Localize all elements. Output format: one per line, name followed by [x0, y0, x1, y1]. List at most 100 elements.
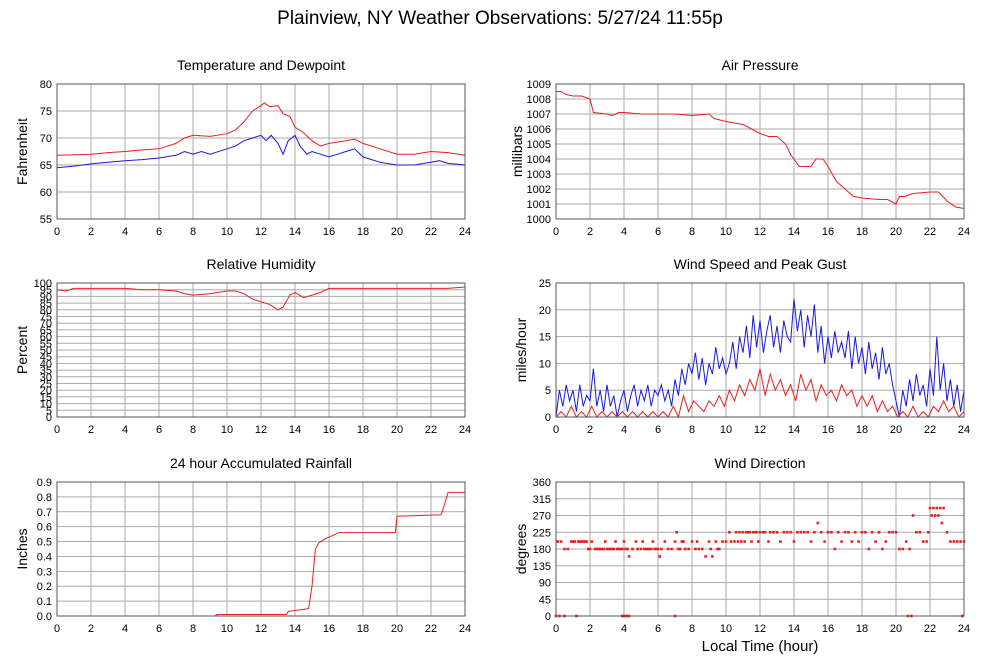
data-point	[646, 547, 650, 551]
data-point	[789, 530, 792, 534]
data-point	[728, 530, 731, 534]
data-point	[740, 540, 743, 543]
data-point	[666, 547, 670, 551]
series-line	[56, 102, 466, 156]
data-point	[881, 547, 884, 551]
data-point	[840, 540, 843, 543]
x-tick-label: 24	[958, 623, 970, 635]
data-point	[945, 530, 949, 534]
data-point	[587, 547, 590, 551]
chart-title: Air Pressure	[721, 57, 798, 73]
data-point	[925, 540, 928, 543]
data-point	[711, 555, 714, 558]
y-tick-label: 45	[40, 352, 52, 364]
data-point	[571, 540, 575, 543]
y-tick-label: 20	[40, 385, 52, 397]
data-point	[714, 540, 718, 543]
x-tick-label: 14	[289, 226, 301, 238]
data-point	[736, 540, 740, 543]
plot-frame	[555, 481, 965, 617]
data-point	[864, 530, 867, 534]
x-tick-label: 14	[289, 424, 301, 436]
x-tick-label: 0	[553, 623, 559, 635]
data-point	[609, 547, 612, 551]
y-tick-label: 50	[40, 345, 52, 357]
data-point	[639, 547, 643, 551]
data-point	[949, 540, 952, 543]
data-point	[687, 547, 690, 551]
data-point	[853, 530, 857, 534]
x-tick-label: 16	[323, 226, 335, 238]
data-point	[775, 530, 779, 534]
data-point	[799, 530, 803, 534]
data-point	[622, 540, 626, 543]
y-tick-label: 70	[40, 318, 52, 330]
data-point	[634, 540, 638, 543]
data-point	[627, 555, 631, 558]
data-point	[695, 540, 699, 543]
y-tick-label: 0	[545, 412, 551, 424]
x-tick-label: 10	[720, 623, 732, 635]
data-point	[802, 530, 806, 534]
y-tick-label: 1008	[527, 94, 551, 106]
x-tick-label: 2	[587, 623, 593, 635]
data-point	[641, 540, 644, 543]
data-point	[704, 555, 707, 558]
data-point	[663, 540, 667, 543]
x-tick-label: 22	[924, 226, 936, 238]
page-title: Plainview, NY Weather Observations: 5/27…	[277, 8, 723, 29]
x-tick-label: 6	[156, 623, 162, 635]
x-tick-label: 4	[621, 226, 627, 238]
y-axis-label: Fahrenheit	[14, 118, 30, 185]
data-point	[707, 540, 711, 543]
y-axis-label: degrees	[513, 524, 529, 575]
x-tick-label: 14	[788, 226, 800, 238]
data-point	[658, 555, 661, 558]
data-point	[651, 540, 655, 543]
data-point	[884, 540, 888, 543]
series-points	[554, 506, 966, 618]
y-tick-label: 15	[539, 332, 551, 344]
y-tick-label: 70	[40, 133, 52, 145]
data-point	[602, 547, 605, 551]
data-point	[614, 540, 617, 543]
data-point	[843, 530, 847, 534]
data-point	[636, 547, 639, 551]
x-tick-label: 0	[553, 226, 559, 238]
y-tick-label: 80	[40, 305, 52, 317]
y-tick-label: 75	[40, 312, 52, 324]
y-tick-label: 60	[40, 332, 52, 344]
y-tick-label: 0.1	[37, 596, 52, 608]
x-tick-label: 8	[190, 623, 196, 635]
data-point	[933, 514, 937, 517]
y-axis-label: Percent	[14, 326, 30, 374]
y-tick-label: 35	[40, 365, 52, 377]
x-tick-label: 0	[54, 623, 60, 635]
x-tick-label: 6	[655, 424, 661, 436]
y-tick-label: 0.0	[37, 611, 52, 623]
x-tick-label: 16	[822, 623, 834, 635]
data-point	[942, 506, 945, 510]
data-point	[716, 547, 719, 551]
data-point	[768, 530, 772, 534]
x-tick-label: 6	[655, 623, 661, 635]
y-tick-label: 90	[40, 291, 52, 303]
y-tick-label: 0.4	[37, 551, 52, 563]
data-point	[563, 547, 566, 551]
y-tick-label: 315	[533, 494, 551, 506]
x-tick-label: 18	[357, 623, 369, 635]
data-point	[593, 547, 597, 551]
data-point	[753, 530, 757, 534]
x-tick-label: 0	[54, 226, 60, 238]
data-point	[656, 547, 660, 551]
x-tick-label: 4	[122, 424, 128, 436]
data-point	[670, 547, 673, 551]
data-point	[583, 540, 587, 543]
y-tick-label: 1001	[527, 199, 551, 211]
data-point	[915, 530, 918, 534]
data-point	[700, 547, 704, 551]
data-point	[597, 547, 600, 551]
plot-frame	[56, 83, 466, 220]
data-point	[901, 547, 905, 551]
data-point	[697, 547, 701, 551]
